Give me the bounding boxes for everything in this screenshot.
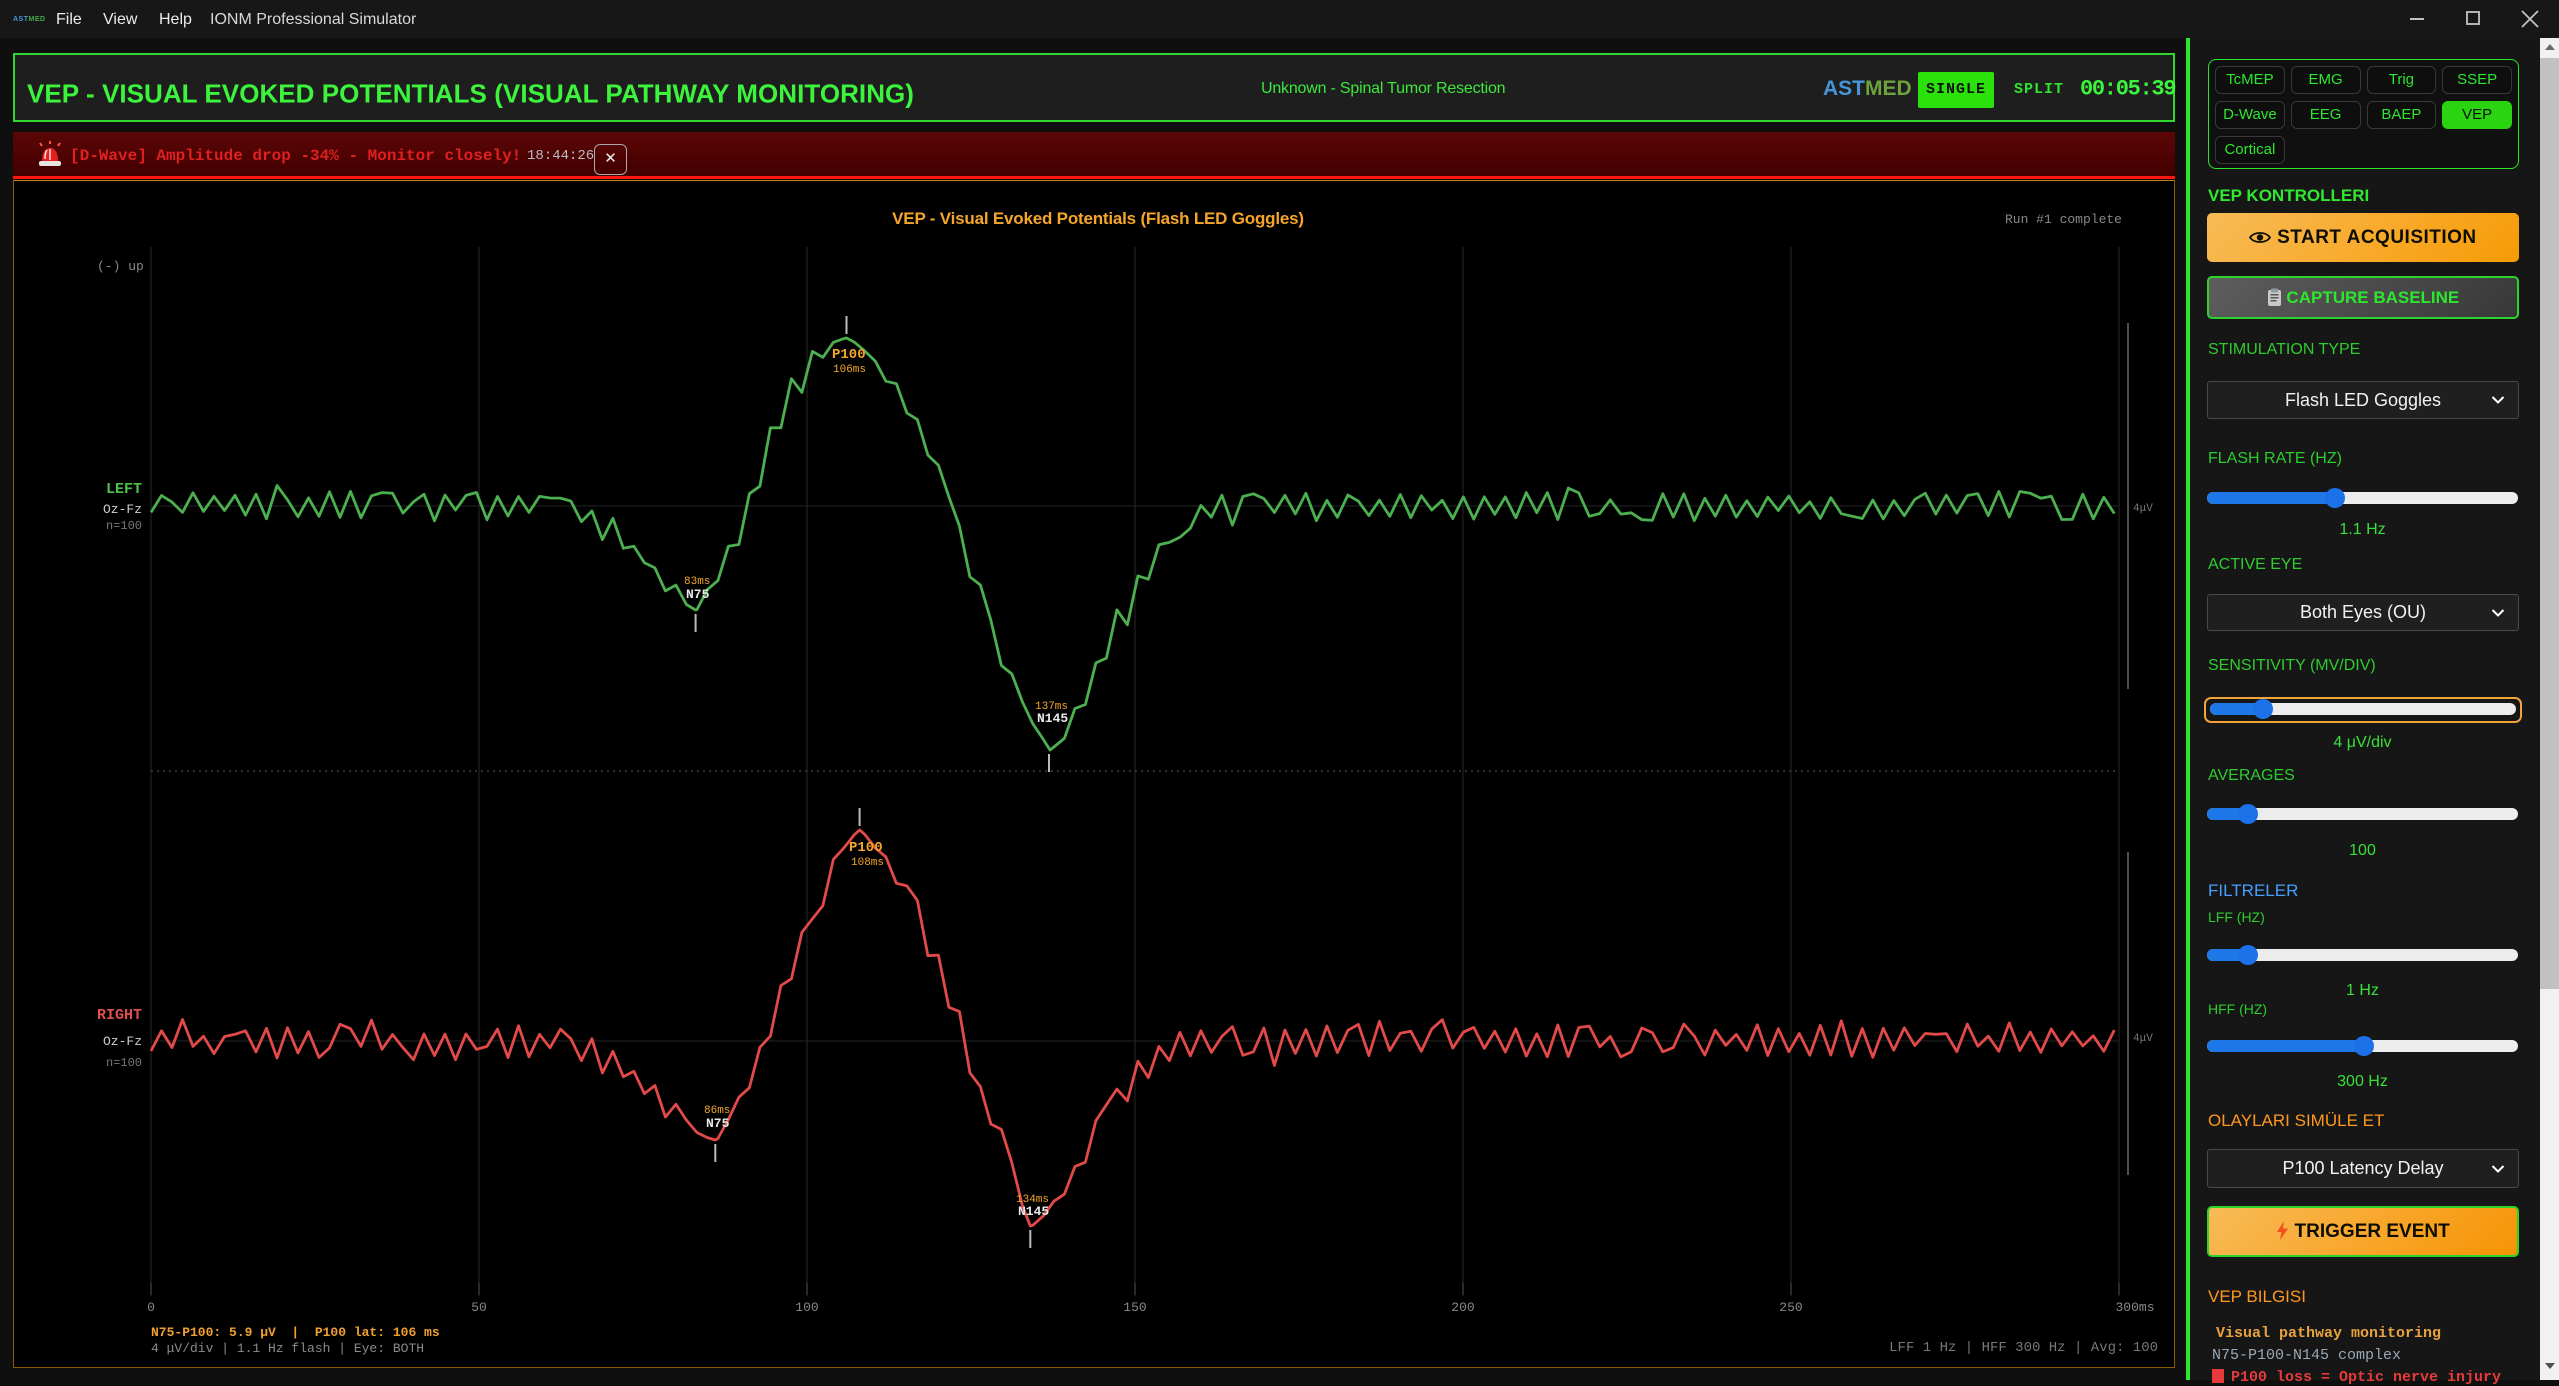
svg-text:P100: P100	[832, 347, 866, 363]
svg-text:P100: P100	[849, 840, 883, 856]
svg-text:0: 0	[147, 1300, 155, 1315]
svg-text:N75: N75	[706, 1116, 730, 1131]
svg-text:50: 50	[471, 1300, 487, 1315]
svg-text:300ms: 300ms	[2115, 1300, 2154, 1315]
svg-text:Run #1 complete: Run #1 complete	[2005, 212, 2122, 227]
svg-text:VEP - Visual Evoked Potentials: VEP - Visual Evoked Potentials (Flash LE…	[892, 209, 1304, 228]
svg-text:N145: N145	[1018, 1204, 1049, 1219]
svg-text:83ms: 83ms	[684, 576, 710, 588]
svg-text:86ms: 86ms	[704, 1105, 730, 1117]
svg-text:4 μV/div | 1.1 Hz flash | Eye:: 4 μV/div | 1.1 Hz flash | Eye: BOTH	[151, 1341, 424, 1356]
svg-text:137ms: 137ms	[1035, 701, 1068, 713]
svg-text:134ms: 134ms	[1016, 1194, 1049, 1206]
svg-text:n=100: n=100	[106, 519, 142, 533]
svg-text:n=100: n=100	[106, 1056, 142, 1070]
svg-text:LFF 1 Hz | HFF 300 Hz | Avg: 1: LFF 1 Hz | HFF 300 Hz | Avg: 100	[1889, 1340, 2158, 1356]
svg-text:N75: N75	[686, 587, 710, 602]
svg-text:200: 200	[1451, 1300, 1474, 1315]
svg-text:LEFT: LEFT	[106, 481, 142, 498]
svg-text:100: 100	[795, 1300, 818, 1315]
svg-text:150: 150	[1123, 1300, 1146, 1315]
svg-text:(-) up: (-) up	[97, 259, 144, 274]
svg-text:4μV: 4μV	[2133, 1033, 2153, 1045]
svg-text:106ms: 106ms	[833, 364, 866, 376]
svg-text:RIGHT: RIGHT	[97, 1007, 142, 1024]
svg-text:N75-P100: 5.9 μV | P100 lat:: N75-P100: 5.9 μV | P100 lat: 106 ms	[151, 1325, 440, 1340]
svg-text:250: 250	[1779, 1300, 1802, 1315]
svg-text:4μV: 4μV	[2133, 503, 2153, 515]
svg-text:N145: N145	[1037, 711, 1068, 726]
svg-text:Oz-Fz: Oz-Fz	[103, 1034, 142, 1049]
svg-text:Oz-Fz: Oz-Fz	[103, 502, 142, 517]
svg-text:108ms: 108ms	[851, 857, 884, 869]
